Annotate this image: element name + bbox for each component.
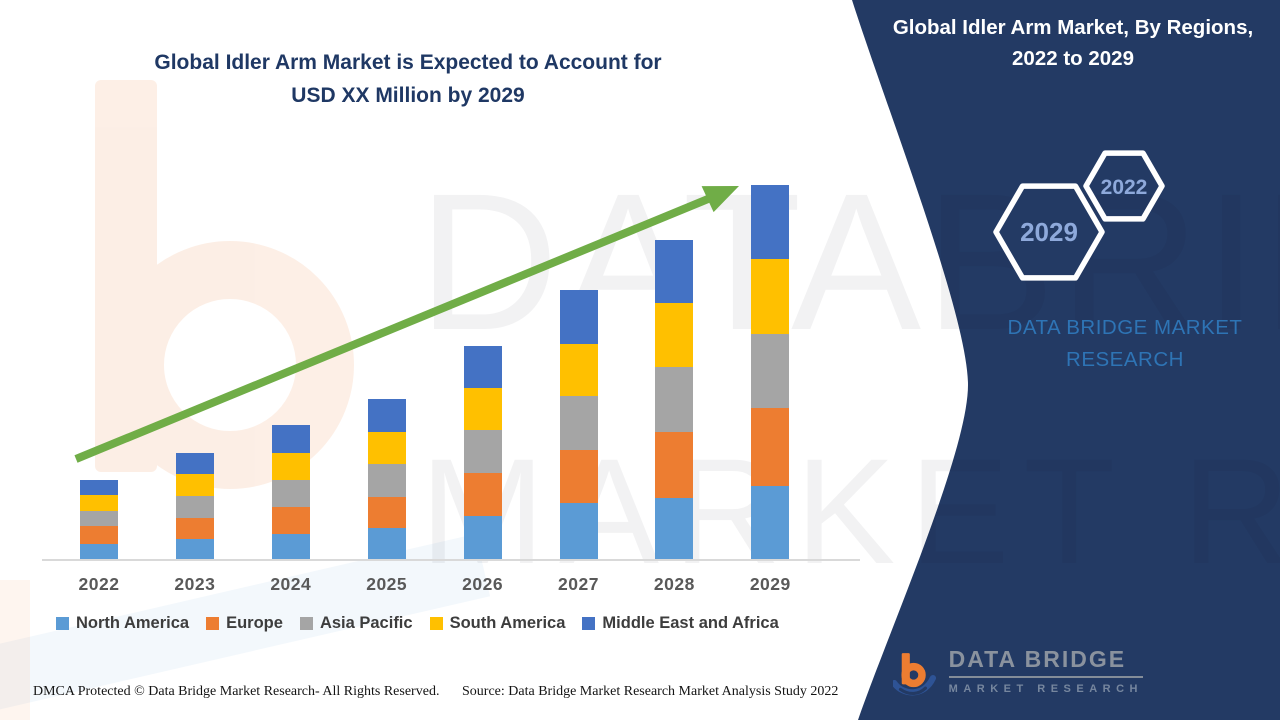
panel-title-line2: 2022 to 2029 <box>1012 47 1134 70</box>
brand-line1: DATA BRIDGE MARKET <box>1007 316 1243 339</box>
bar-segment-2029-middle-east-and-africa <box>751 185 790 259</box>
legend-item-europe: Europe <box>206 614 283 633</box>
legend-label: Europe <box>226 614 283 632</box>
legend-item-asia-pacific: Asia Pacific <box>299 614 413 633</box>
legend-swatch-icon <box>299 617 313 630</box>
bar-segment-2027-asia-pacific <box>559 396 598 450</box>
bar-segment-2028-south-america <box>655 303 694 367</box>
bar-segment-2028-middle-east-and-africa <box>655 240 694 303</box>
x-axis-label-2025: 2025 <box>366 574 408 594</box>
bar-segment-2024-south-america <box>271 453 310 480</box>
right-panel-shape <box>852 0 1280 720</box>
bar-segment-2028-europe <box>655 432 694 498</box>
bar-segment-2025-europe <box>367 497 406 528</box>
legend-item-north-america: North America <box>56 614 189 633</box>
legend-label: Middle East and Africa <box>602 614 779 632</box>
bar-segment-2023-asia-pacific <box>175 496 214 518</box>
dbmr-logo-b-icon <box>893 653 937 696</box>
bar-segment-2025-middle-east-and-africa <box>367 399 406 432</box>
bar-segment-2027-north-america <box>559 503 598 560</box>
chart-title: Global Idler Arm Market is Expected to A… <box>38 46 778 112</box>
bar-segment-2022-middle-east-and-africa <box>80 480 118 495</box>
x-axis-label-2023: 2023 <box>174 574 216 594</box>
chart-title-line1: Global Idler Arm Market is Expected to A… <box>154 51 662 74</box>
x-axis-label-2026: 2026 <box>462 574 504 594</box>
watermark-corner-block <box>0 580 30 720</box>
bar-segment-2026-asia-pacific <box>463 430 502 473</box>
bar-segment-2025-north-america <box>367 528 406 560</box>
bar-segment-2028-north-america <box>655 498 694 560</box>
bar-segment-2027-europe <box>559 450 598 503</box>
bar-segment-2024-middle-east-and-africa <box>271 425 310 453</box>
bar-segment-2024-europe <box>271 507 310 534</box>
x-axis-label-2027: 2027 <box>558 574 599 594</box>
legend-label: South America <box>449 614 566 632</box>
legend-item-south-america: South America <box>429 614 566 633</box>
bar-segment-2023-europe <box>175 518 214 539</box>
chart-legend: North America Europe Asia Pacific South Ame… <box>56 614 779 633</box>
bar-segment-2025-asia-pacific <box>367 464 406 497</box>
legend-label: Asia Pacific <box>319 614 413 632</box>
logo-subtitle: MARKET RESEARCH <box>948 683 1143 695</box>
bar-segment-2029-europe <box>751 408 790 486</box>
footer-dmca-text: DMCA Protected © Data Bridge Market Rese… <box>33 684 440 699</box>
bar-segment-2026-north-america <box>463 516 502 560</box>
x-axis-label-2024: 2024 <box>270 574 312 594</box>
bar-segment-2029-north-america <box>751 486 790 560</box>
bar-segment-2028-asia-pacific <box>655 367 694 432</box>
bar-segment-2027-middle-east-and-africa <box>559 290 598 344</box>
bar-segment-2026-middle-east-and-africa <box>463 346 502 388</box>
bar-segment-2024-asia-pacific <box>271 480 310 507</box>
bar-segment-2023-south-america <box>175 474 214 496</box>
legend-swatch-icon <box>56 617 69 630</box>
bar-segment-2027-south-america <box>559 344 598 396</box>
bar-segment-2029-south-america <box>751 259 790 334</box>
panel-title-line1: Global Idler Arm Market, By Regions, <box>892 16 1254 39</box>
bar-segment-2022-europe <box>80 526 118 544</box>
bar-segment-2022-south-america <box>80 495 118 511</box>
x-axis-label-2022: 2022 <box>78 574 120 594</box>
x-axis-label-2029: 2029 <box>749 574 791 594</box>
legend-label: North America <box>76 614 190 632</box>
bar-segment-2025-south-america <box>367 432 406 464</box>
panel-title: Global Idler Arm Market, By Regions, 202… <box>872 12 1274 74</box>
bar-segment-2026-south-america <box>463 388 502 430</box>
dbmr-logo: DATA BRIDGE MARKET RESEARCH <box>893 638 1143 714</box>
bar-segment-2026-europe <box>463 473 502 516</box>
logo-name: DATA BRIDGE <box>948 646 1143 678</box>
x-axis-line <box>42 559 860 561</box>
x-axis-label-2028: 2028 <box>653 574 695 594</box>
chart-title-line2: USD XX Million by 2029 <box>291 84 525 107</box>
legend-swatch-icon <box>429 617 443 630</box>
bar-segment-2029-asia-pacific <box>751 334 790 408</box>
bar-segment-2022-north-america <box>80 544 118 560</box>
bar-segment-2024-north-america <box>271 534 310 560</box>
brand-line2: RESEARCH <box>1066 348 1184 371</box>
footer-source-text: Source: Data Bridge Market Research Mark… <box>462 684 839 699</box>
legend-swatch-icon <box>206 617 220 630</box>
bar-segment-2023-middle-east-and-africa <box>175 453 214 474</box>
legend-item-middle-east-and-africa: Middle East and Africa <box>582 614 779 633</box>
bar-segment-2023-north-america <box>175 539 214 560</box>
bar-segment-2022-asia-pacific <box>80 511 118 526</box>
legend-swatch-icon <box>582 617 596 630</box>
brand-wordmark: DATA BRIDGE MARKET RESEARCH <box>955 312 1280 376</box>
